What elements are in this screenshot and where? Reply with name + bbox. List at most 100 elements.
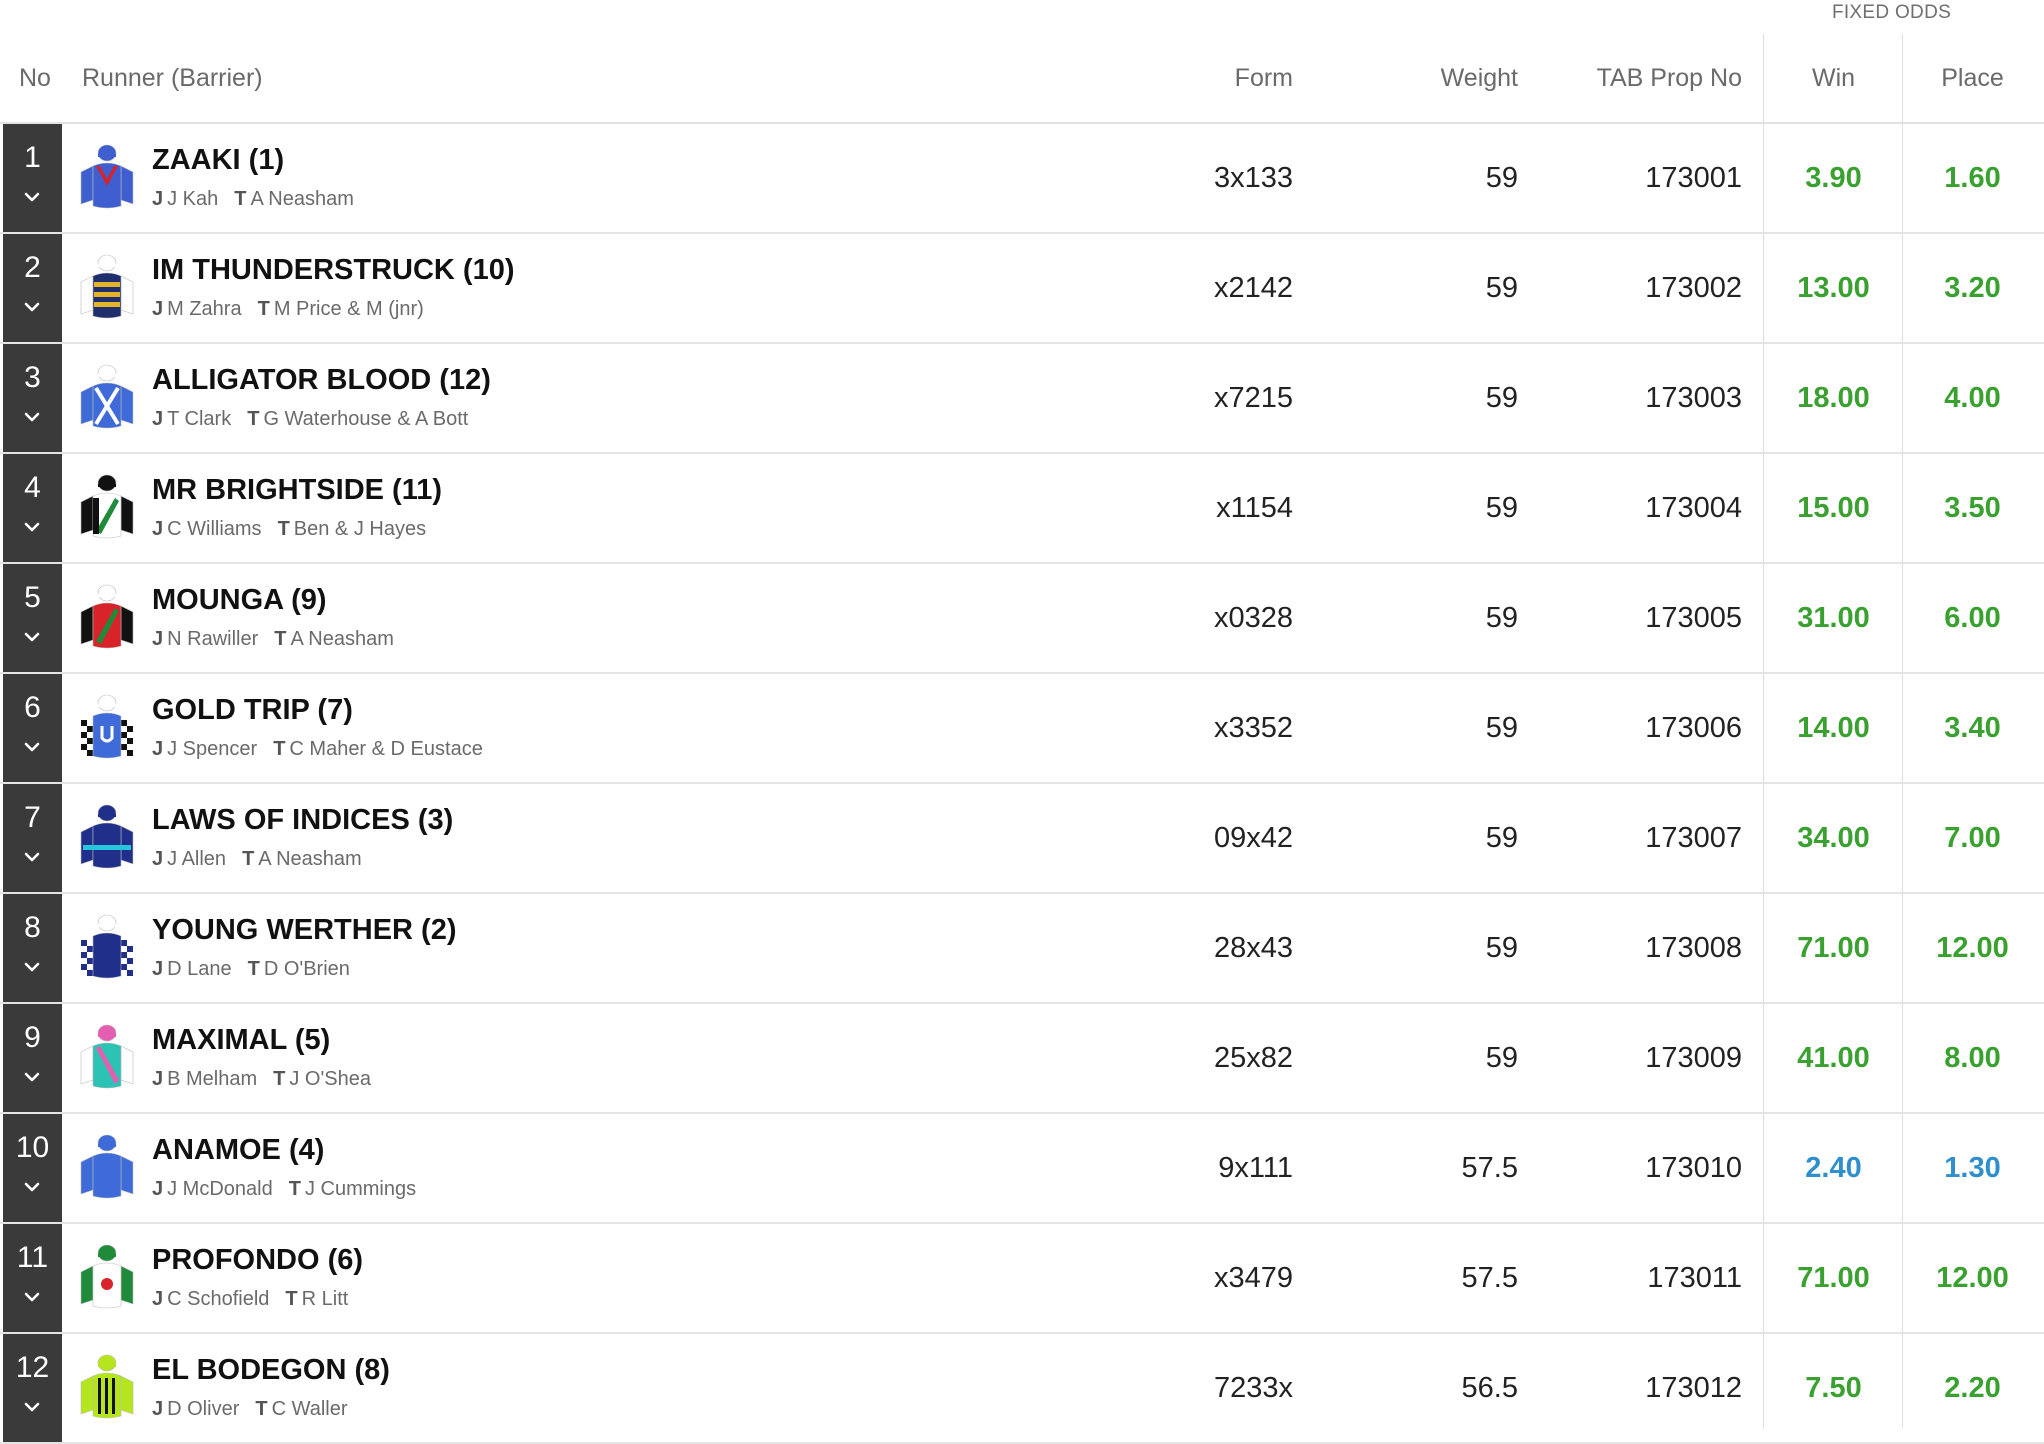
silk-navy-cyan-band-icon <box>80 804 134 869</box>
place-odds-button[interactable]: 3.50 <box>1944 492 2001 524</box>
place-odds-button[interactable]: 12.00 <box>1936 1262 2009 1294</box>
col-weight[interactable]: Weight <box>1440 64 1518 92</box>
jockey-name: J Allen <box>167 848 227 870</box>
runner-name[interactable]: EL BODEGON (8) <box>152 1354 390 1386</box>
place-odds-button[interactable]: 12.00 <box>1936 932 2009 964</box>
runner-name[interactable]: ZAAKI (1) <box>152 144 285 176</box>
runner-number-box[interactable]: 3 <box>3 344 62 452</box>
runner-number-box[interactable]: 6 <box>3 674 62 782</box>
runner-name[interactable]: ANAMOE (4) <box>152 1134 325 1166</box>
place-odds-button[interactable]: 6.00 <box>1944 602 2001 634</box>
place-odds-button[interactable]: 3.20 <box>1944 272 2001 304</box>
win-odds-button[interactable]: 15.00 <box>1797 492 1870 524</box>
silk-navy-checked-sleeves-icon <box>81 914 133 979</box>
win-odds-button[interactable]: 3.90 <box>1805 162 1862 194</box>
runner-name[interactable]: LAWS OF INDICES (3) <box>152 804 454 836</box>
jockey-name: D Lane <box>167 958 232 980</box>
place-odds-button[interactable]: 3.40 <box>1944 712 2001 744</box>
chevron-down-icon[interactable] <box>23 190 41 204</box>
runner-number-box[interactable]: 4 <box>3 454 62 562</box>
chevron-down-icon[interactable] <box>23 1400 41 1414</box>
win-odds-button[interactable]: 13.00 <box>1797 272 1870 304</box>
runner-number-box[interactable]: 1 <box>3 124 62 232</box>
runner-name[interactable]: MAXIMAL (5) <box>152 1024 331 1056</box>
place-odds-button[interactable]: 7.00 <box>1944 822 2001 854</box>
win-odds-button[interactable]: 41.00 <box>1797 1042 1870 1074</box>
place-odds-button[interactable]: 1.30 <box>1944 1152 2001 1184</box>
trainer-name: G Waterhouse & A Bott <box>263 408 469 430</box>
runner-number-box[interactable]: 2 <box>3 234 62 342</box>
chevron-down-icon[interactable] <box>23 1180 41 1194</box>
chevron-down-icon[interactable] <box>23 740 41 754</box>
win-odds-button[interactable]: 2.40 <box>1805 1152 1862 1184</box>
trainer-name: J O'Shea <box>289 1068 372 1090</box>
win-odds-button[interactable]: 7.50 <box>1805 1372 1862 1404</box>
trainer-name: D O'Brien <box>263 958 350 980</box>
silk-royal-blue-icon <box>80 1134 134 1199</box>
runner-number: 4 <box>24 471 41 504</box>
place-odds-button[interactable]: 4.00 <box>1944 382 2001 414</box>
runner-number-box[interactable]: 9 <box>3 1004 62 1112</box>
runner-name[interactable]: ALLIGATOR BLOOD (12) <box>152 364 491 396</box>
runner-name[interactable]: GOLD TRIP (7) <box>152 694 353 726</box>
runner-name[interactable]: YOUNG WERTHER (2) <box>152 914 457 946</box>
runner-weight: 59 <box>1485 712 1518 744</box>
runner-number-box[interactable]: 5 <box>3 564 62 672</box>
runner-form: x0328 <box>1213 602 1293 634</box>
col-runner[interactable]: Runner (Barrier) <box>82 64 263 92</box>
silk-black-green-sash-icon <box>80 474 134 539</box>
runner-number-box[interactable]: 8 <box>3 894 62 1002</box>
win-odds-button[interactable]: 71.00 <box>1797 932 1870 964</box>
runner-number-box[interactable]: 7 <box>3 784 62 892</box>
chevron-down-icon[interactable] <box>23 850 41 864</box>
win-odds-button[interactable]: 18.00 <box>1797 382 1870 414</box>
runner-number-box[interactable]: 11 <box>3 1224 62 1332</box>
place-odds-button[interactable]: 8.00 <box>1944 1042 2001 1074</box>
chevron-down-icon[interactable] <box>23 1290 41 1304</box>
runner-form: x7215 <box>1213 382 1293 414</box>
runner-number: 1 <box>24 141 41 174</box>
chevron-down-icon[interactable] <box>23 410 41 424</box>
trainer-name: M Price & M (jnr) <box>273 298 424 320</box>
win-odds-button[interactable]: 31.00 <box>1797 602 1870 634</box>
silk-black-red-green-sash-icon <box>80 584 134 649</box>
runner-number-box[interactable]: 10 <box>3 1114 62 1222</box>
win-odds-button[interactable]: 14.00 <box>1797 712 1870 744</box>
win-odds-button[interactable]: 71.00 <box>1797 1262 1870 1294</box>
col-win[interactable]: Win <box>1811 64 1856 92</box>
trainer-label: T <box>274 628 287 650</box>
win-odds-button[interactable]: 34.00 <box>1797 822 1870 854</box>
trainer-label: T <box>234 188 247 210</box>
place-odds-button[interactable]: 1.60 <box>1944 162 2001 194</box>
place-odds-button[interactable]: 2.20 <box>1944 1372 2001 1404</box>
runner-name[interactable]: PROFONDO (6) <box>152 1244 364 1276</box>
chevron-down-icon[interactable] <box>23 520 41 534</box>
chevron-down-icon[interactable] <box>23 630 41 644</box>
chevron-down-icon[interactable] <box>23 1070 41 1084</box>
chevron-down-icon[interactable] <box>23 300 41 314</box>
runner-number-box[interactable]: 12 <box>3 1334 62 1442</box>
runner-weight: 59 <box>1485 492 1518 524</box>
trainer-name: A Neasham <box>250 188 354 210</box>
runner-weight: 56.5 <box>1461 1372 1518 1404</box>
fixed-odds-divider-mid <box>1902 34 1903 1428</box>
runner-name[interactable]: MR BRIGHTSIDE (11) <box>152 474 443 506</box>
runner-name[interactable]: MOUNGA (9) <box>152 584 327 616</box>
runner-name[interactable]: IM THUNDERSTRUCK (10) <box>152 254 515 286</box>
col-place[interactable]: Place <box>1941 64 2004 92</box>
trainer-label: T <box>273 1068 286 1090</box>
chevron-down-icon[interactable] <box>23 960 41 974</box>
